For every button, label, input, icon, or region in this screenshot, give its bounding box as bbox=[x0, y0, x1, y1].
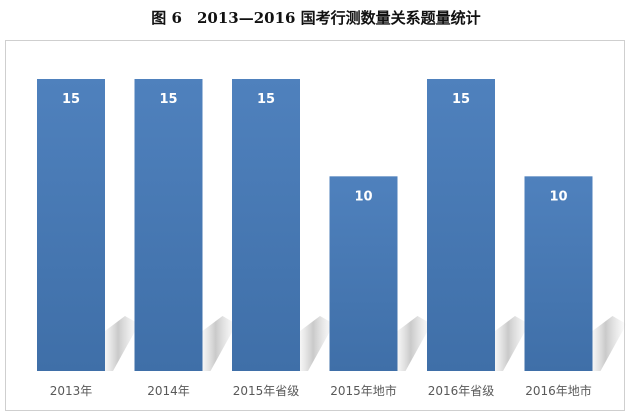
bar-1 bbox=[134, 79, 203, 371]
bar-shadow bbox=[588, 316, 627, 371]
x-tick-label-4: 2016年省级 bbox=[428, 384, 495, 398]
bar-2 bbox=[232, 79, 300, 371]
bar-5 bbox=[524, 176, 593, 371]
data-label-1: 15 bbox=[159, 92, 177, 107]
chart-title: 图 6 2013—2016 国考行测数量关系题量统计 bbox=[151, 9, 481, 27]
x-tick-label-2: 2015年省级 bbox=[233, 384, 300, 398]
bar-shadow bbox=[296, 316, 334, 371]
data-label-3: 10 bbox=[354, 189, 372, 204]
data-label-4: 15 bbox=[452, 92, 470, 107]
bar-shadow bbox=[198, 316, 237, 371]
x-tick-label-3: 2015年地市 bbox=[330, 383, 397, 398]
bar-shadow bbox=[491, 316, 529, 371]
x-tick-label-0: 2013年 bbox=[50, 384, 93, 398]
x-tick-label-1: 2014年 bbox=[147, 384, 190, 398]
data-label-2: 15 bbox=[257, 92, 275, 107]
bar-4 bbox=[427, 79, 495, 371]
x-tick-label-5: 2016年地市 bbox=[525, 383, 592, 398]
bar-0 bbox=[37, 79, 105, 371]
data-label-5: 10 bbox=[549, 189, 567, 204]
bar-3 bbox=[329, 176, 398, 371]
bar-shadow bbox=[393, 316, 432, 371]
bar-shadow bbox=[101, 316, 139, 371]
data-label-0: 15 bbox=[62, 92, 80, 107]
